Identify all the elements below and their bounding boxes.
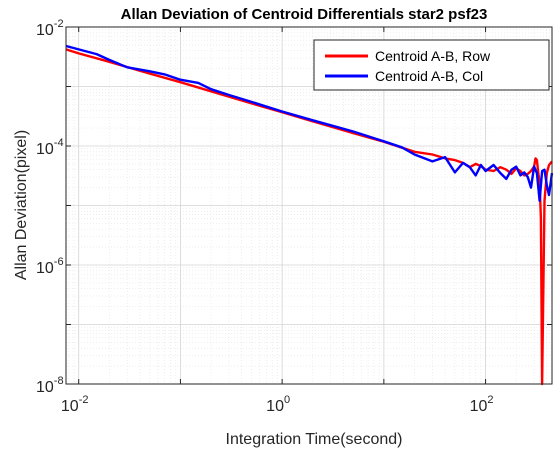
legend-label-col: Centroid A-B, Col (375, 68, 483, 84)
legend-label-row: Centroid A-B, Row (375, 48, 491, 64)
y-tick-label: 10-8 (36, 375, 64, 396)
legend: Centroid A-B, Row Centroid A-B, Col (313, 39, 550, 91)
y-tick-label: 10-4 (36, 137, 64, 158)
x-tick-label: 100 (266, 394, 290, 415)
series-line-col (65, 44, 554, 203)
x-tick-label: 102 (470, 394, 494, 415)
chart-title: Allan Deviation of Centroid Differential… (121, 6, 488, 23)
y-tick-label: 10-6 (36, 256, 64, 277)
y-tick-label: 10-2 (36, 18, 64, 39)
tick-labels: 10-2 100 102 10-8 10-6 10-4 10-2 (36, 18, 494, 415)
series-layer (65, 44, 554, 386)
legend-box (313, 39, 550, 91)
x-axis-label: Integration Time(second) (226, 431, 403, 448)
y-axis-label: Allan Deviation(pixel) (13, 130, 30, 280)
x-tick-label: 10-2 (61, 394, 89, 415)
